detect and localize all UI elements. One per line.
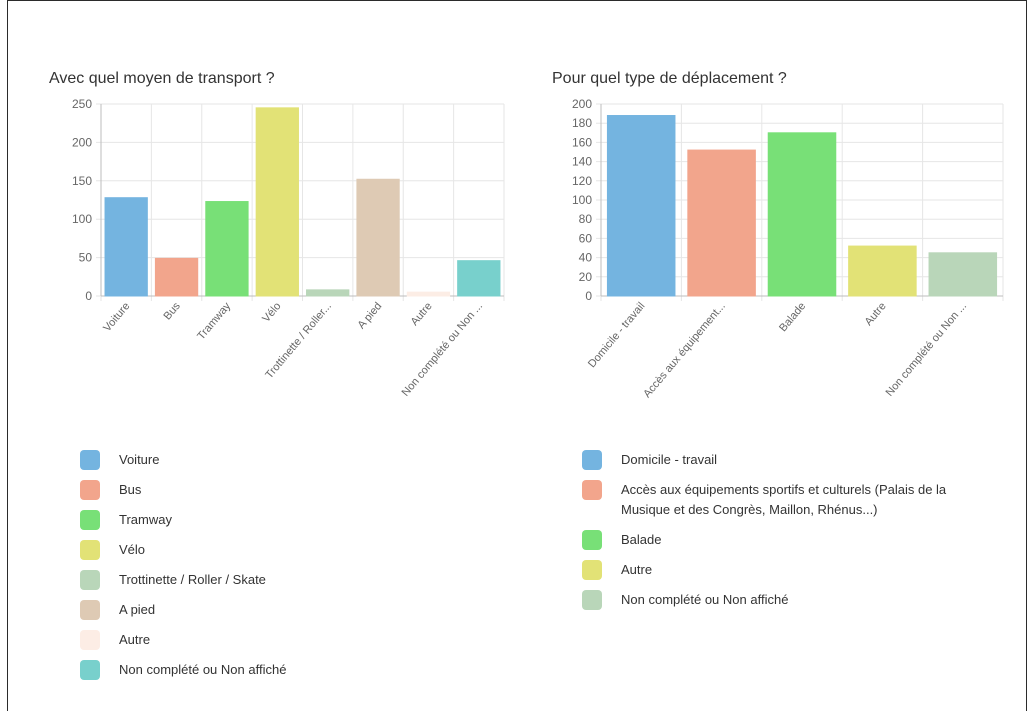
- bar: [306, 289, 350, 297]
- legend-item: Non complété ou Non affiché: [582, 590, 962, 610]
- y-tick-label: 20: [579, 270, 593, 284]
- y-tick-label: 0: [85, 289, 92, 303]
- bar: [406, 291, 451, 297]
- legend-item: Tramway: [80, 510, 380, 530]
- bar: [154, 257, 199, 297]
- y-tick-label: 200: [72, 135, 92, 149]
- legend-item: Accès aux équipements sportifs et cultur…: [582, 480, 962, 520]
- y-tick-label: 80: [579, 212, 593, 226]
- x-tick-label: Autre: [863, 300, 889, 328]
- legend-item: Trottinette / Roller / Skate: [80, 570, 380, 590]
- legend-swatch: [582, 590, 602, 610]
- chart-legend: Voiture Bus Tramway Vélo Trottinette / Rolle…: [80, 450, 380, 690]
- legend-label: Bus: [119, 482, 142, 497]
- y-tick-label: 40: [579, 251, 593, 265]
- y-tick-label: 50: [79, 251, 93, 265]
- legend-label: Non complété ou Non affiché: [621, 592, 789, 607]
- bar: [104, 197, 148, 297]
- x-tick-label: Balade: [777, 300, 808, 334]
- legend-swatch: [582, 530, 602, 550]
- legend-label: Tramway: [119, 512, 172, 527]
- bar: [848, 245, 917, 297]
- legend-label: Autre: [119, 632, 151, 647]
- legend-label: Balade: [621, 532, 662, 547]
- y-tick-label: 100: [572, 193, 592, 207]
- x-tick-label: Non complété ou Non ...: [884, 300, 969, 399]
- page-frame: [7, 0, 1027, 711]
- legend-swatch: [80, 570, 100, 590]
- y-tick-label: 160: [572, 135, 592, 149]
- legend-label: Non complété ou Non affiché: [119, 662, 287, 677]
- legend-item: Voiture: [80, 450, 380, 470]
- y-tick-label: 0: [585, 289, 592, 303]
- bar: [606, 115, 676, 297]
- legend-item: Autre: [582, 560, 962, 580]
- bar: [457, 260, 501, 297]
- legend-swatch: [582, 560, 602, 580]
- bar: [767, 132, 837, 297]
- legend-item: Vélo: [80, 540, 380, 560]
- y-tick-label: 200: [572, 97, 592, 111]
- legend-label: Voiture: [119, 452, 160, 467]
- legend-label: Autre: [621, 562, 653, 577]
- bar: [356, 178, 400, 297]
- legend-swatch: [80, 600, 100, 620]
- y-tick-label: 250: [72, 97, 92, 111]
- legend-swatch: [582, 480, 602, 500]
- y-tick-label: 140: [572, 155, 592, 169]
- legend-label: Trottinette / Roller / Skate: [119, 572, 266, 587]
- legend-label: Accès aux équipements sportifs et cultur…: [621, 482, 947, 517]
- y-tick-label: 150: [72, 174, 92, 188]
- legend-swatch: [80, 510, 100, 530]
- bar: [687, 149, 756, 297]
- legend-item: Autre: [80, 630, 380, 650]
- y-tick-label: 180: [572, 116, 592, 130]
- bar: [255, 107, 299, 297]
- legend-item: Bus: [80, 480, 380, 500]
- y-tick-label: 100: [72, 212, 92, 226]
- legend-swatch: [582, 450, 602, 470]
- legend-label: Domicile - travail: [621, 452, 718, 467]
- legend-item: A pied: [80, 600, 380, 620]
- x-tick-label: Domicile - travail: [586, 300, 647, 370]
- legend-item: Domicile - travail: [582, 450, 962, 470]
- legend-label: A pied: [119, 602, 156, 617]
- legend-swatch: [80, 660, 100, 680]
- y-tick-label: 60: [579, 231, 593, 245]
- legend-item: Non complété ou Non affiché: [80, 660, 380, 680]
- x-tick-label: Accès aux équipement...: [641, 300, 728, 400]
- legend-swatch: [80, 480, 100, 500]
- legend-swatch: [80, 630, 100, 650]
- bar: [205, 201, 249, 297]
- legend-swatch: [80, 540, 100, 560]
- legend-label: Vélo: [119, 542, 146, 557]
- chart-legend: Domicile - travail Accès aux équipements …: [582, 450, 962, 620]
- y-tick-label: 120: [572, 174, 592, 188]
- legend-swatch: [80, 450, 100, 470]
- chart-title: Avec quel moyen de transport ?: [49, 70, 275, 87]
- bar: [928, 252, 998, 297]
- legend-item: Balade: [582, 530, 962, 550]
- chart-title: Pour quel type de déplacement ?: [552, 70, 787, 87]
